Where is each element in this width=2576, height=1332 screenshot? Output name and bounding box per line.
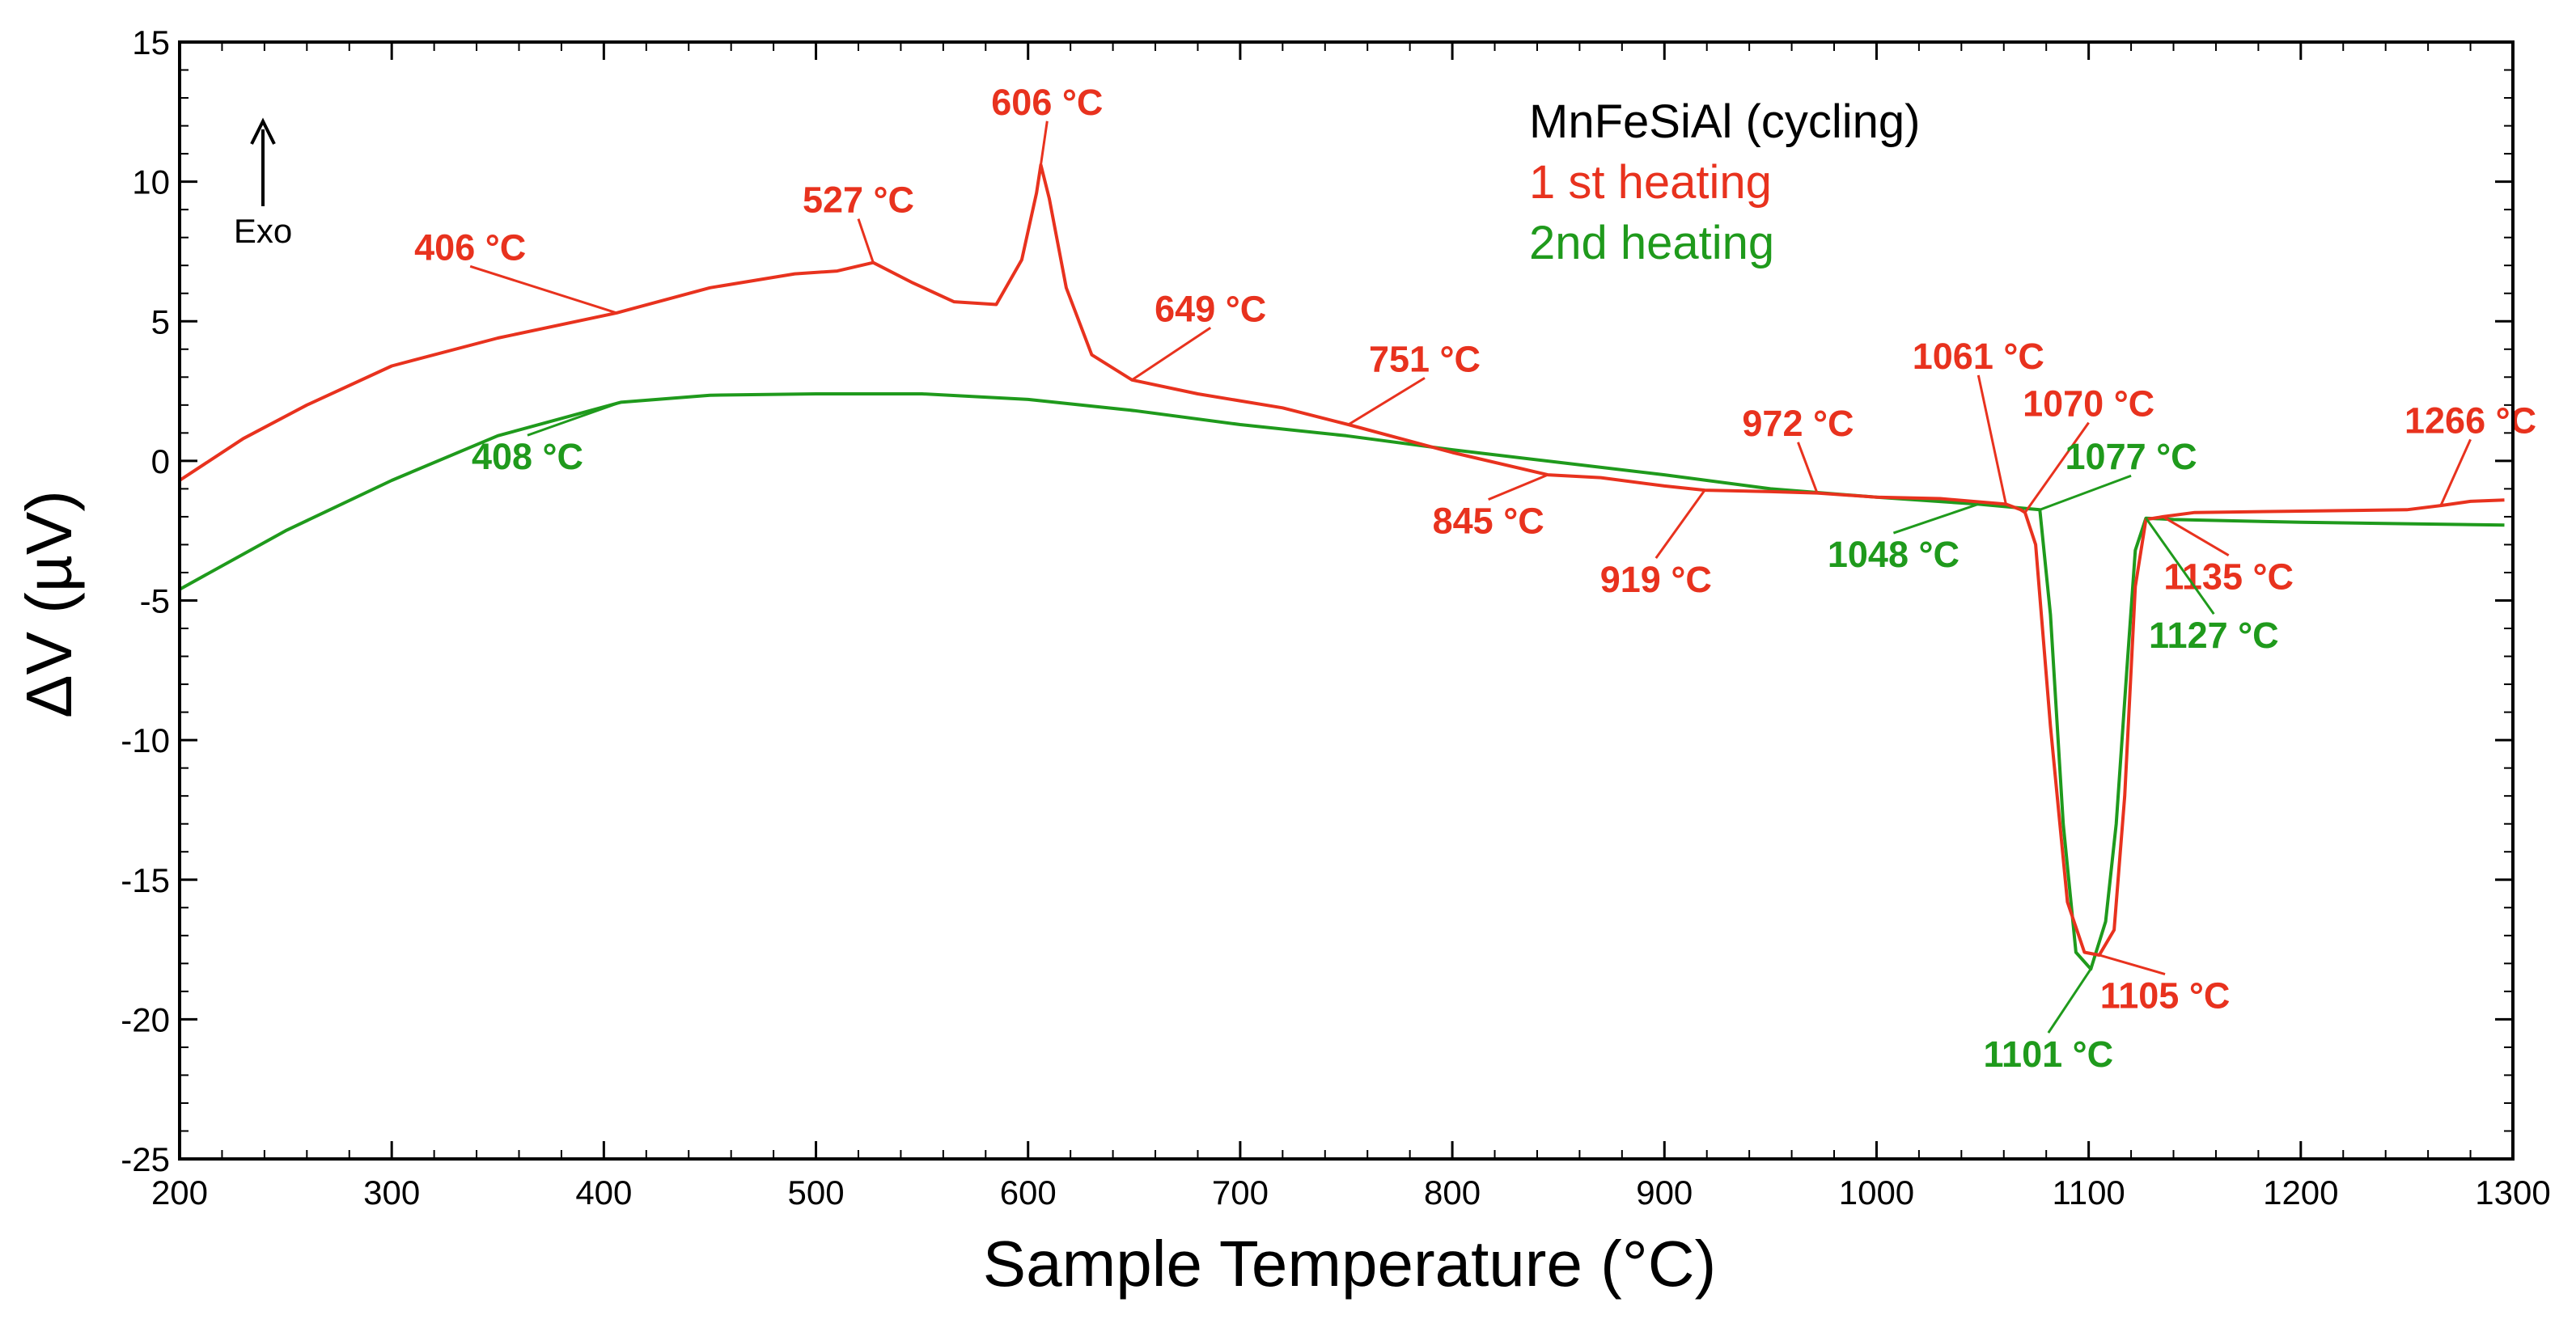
annotation-leader [1892, 502, 1979, 535]
legend-title: MnFeSiAl (cycling) [1529, 95, 1920, 148]
x-tick-label: 500 [788, 1173, 845, 1211]
annotation-label: 606 °C [991, 82, 1103, 123]
exo-indicator: Exo [234, 117, 292, 250]
annotation-label: 1061 °C [1913, 336, 2044, 377]
x-tick-label: 800 [1424, 1173, 1481, 1211]
annotation-leader [2145, 517, 2215, 615]
x-tick-label: 200 [151, 1173, 208, 1211]
x-tick-label: 400 [575, 1173, 632, 1211]
annotation-label: 1266 °C [2404, 400, 2536, 441]
x-tick-label: 900 [1636, 1173, 1693, 1211]
annotation-label: 919 °C [1600, 559, 1712, 600]
y-tick-label: -15 [121, 861, 170, 899]
exo-label: Exo [234, 212, 292, 250]
annotation-leader [1654, 489, 1706, 560]
annotation-leader [1347, 377, 1426, 426]
y-tick-label: 10 [132, 163, 170, 201]
exo-arrow-head-icon [250, 117, 276, 145]
annotation-leader [2439, 438, 2472, 506]
annotation-label: 1105 °C [2100, 975, 2231, 1017]
annotation-leader [469, 264, 617, 315]
annotation-label: 408 °C [472, 436, 583, 477]
annotation-label: 1048 °C [1828, 534, 1960, 575]
y-axis-title: ΔV (µV) [13, 490, 85, 718]
x-tick-label: 600 [1000, 1173, 1057, 1211]
x-tick-label: 700 [1212, 1173, 1269, 1211]
x-tick-label: 300 [363, 1173, 420, 1211]
annotation-leader [2099, 954, 2166, 976]
annotation-leader [2162, 515, 2230, 556]
annotation-label: 406 °C [414, 226, 526, 268]
annotation-leader [2023, 421, 2090, 514]
legend: MnFeSiAl (cycling) 1 st heating 2nd heat… [1529, 95, 1920, 269]
series-line-2nd-heating [179, 392, 2505, 971]
annotation-leader [1797, 442, 1819, 494]
x-tick-label: 1000 [1839, 1173, 1914, 1211]
annotation-label: 1101 °C [1984, 1034, 2114, 1075]
annotation-label: 972 °C [1742, 403, 1854, 444]
y-tick-label: 0 [151, 442, 170, 480]
annotation-leader [2047, 968, 2092, 1034]
annotation-leader [527, 400, 621, 437]
annotation-leader [857, 218, 875, 264]
annotation-leader [1488, 473, 1549, 501]
annotation-label: 1077 °C [2065, 436, 2197, 477]
y-tick-label: 15 [132, 23, 170, 61]
annotation-leader [1039, 121, 1049, 166]
legend-entry-2nd-heating: 2nd heating [1529, 217, 1774, 269]
annotation-label: 1127 °C [2149, 615, 2279, 656]
x-tick-label: 1200 [2263, 1173, 2338, 1211]
series-line-1-st-heating [178, 163, 2505, 957]
y-tick-label: -25 [121, 1140, 170, 1178]
annotation-label: 1070 °C [2023, 383, 2154, 425]
annotation-label: 527 °C [803, 180, 914, 221]
y-tick-label: -5 [140, 582, 170, 620]
axes-layer: 200 300 400 500 600 700 800 900 1000 1100 1200 1300… [121, 23, 2550, 1211]
legend-entry-1st-heating: 1 st heating [1529, 156, 1772, 209]
annotation-leader [1976, 374, 2007, 505]
x-tick-label: 1100 [2052, 1173, 2125, 1211]
x-axis-title: Sample Temperature (°C) [983, 1228, 1716, 1300]
y-tick-label: -10 [121, 721, 170, 759]
series-layer [178, 163, 2505, 971]
annotation-label: 1135 °C [2163, 556, 2294, 598]
y-tick-label: -20 [121, 1000, 170, 1038]
y-tick-label: 5 [151, 302, 170, 340]
annotation-label: 751 °C [1369, 338, 1481, 379]
annotation-leader [2039, 474, 2132, 511]
annotation-label: 649 °C [1155, 288, 1266, 329]
annotation-leader [1131, 327, 1212, 382]
annotation-layer: 406 °C 527 °C 606 °C 649 °C 751 °C 845 °C 919 … [414, 82, 2536, 1075]
x-tick-label: 1300 [2475, 1173, 2550, 1211]
annotation-label: 845 °C [1433, 501, 1544, 542]
